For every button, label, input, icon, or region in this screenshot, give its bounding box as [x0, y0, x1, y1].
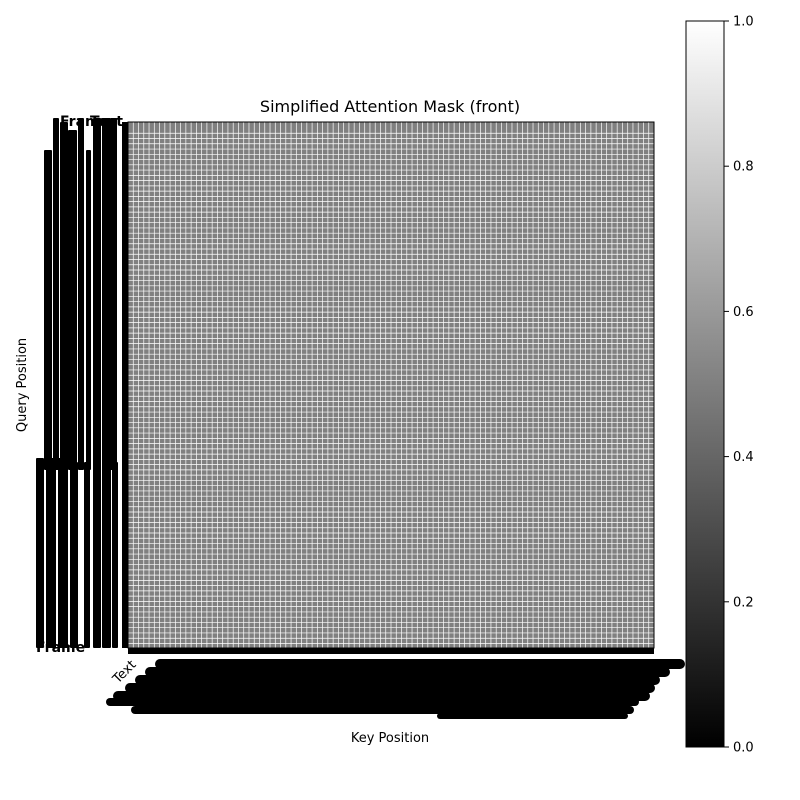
chart-title: Simplified Attention Mask (front)	[260, 97, 520, 116]
y-tick-label-block	[102, 118, 110, 470]
colorbar-gradient	[685, 20, 725, 748]
y-tick-label-block	[36, 458, 44, 648]
colorbar-tick-label: 0.6	[733, 305, 754, 320]
y-tick-label-mass	[36, 118, 126, 648]
y-tick-label-block	[122, 122, 126, 648]
x-tick-band	[128, 648, 654, 654]
y-tick-label-block	[93, 462, 101, 648]
y-tick-label-block	[86, 150, 91, 470]
y-tick-label-block	[60, 122, 68, 470]
heatmap	[127, 121, 655, 650]
x-tick-label-mass	[106, 659, 685, 719]
y-tick-label-block	[110, 118, 117, 470]
y-tick-label-block	[58, 458, 68, 648]
visible-tick-text-2: Frame	[60, 114, 109, 130]
colorbar-ticks: 0.0 0.2 0.4 0.6 0.8 1.0	[724, 15, 754, 756]
y-tick-label-block	[46, 458, 56, 648]
y-tick-label-block	[112, 462, 118, 648]
colorbar-tick-label: 0.0	[733, 741, 754, 756]
y-tick-label-block	[93, 118, 101, 470]
y-tick-label-block	[68, 130, 77, 470]
y-tick-label-block	[84, 462, 90, 648]
x-axis-label: Key Position	[351, 731, 429, 746]
visible-tick-text-1: Text	[90, 114, 123, 130]
colorbar-tick-label: 0.4	[733, 450, 754, 465]
colorbar-tick-label: 0.8	[733, 160, 754, 175]
y-tick-label-block	[53, 118, 59, 470]
y-tick-label-block	[102, 462, 111, 648]
colorbar-tick-label: 0.2	[733, 595, 754, 610]
y-tick-label-block	[78, 118, 84, 470]
colorbar: 0.0 0.2 0.4 0.6 0.8 1.0	[685, 15, 754, 756]
y-tick-label-block	[70, 462, 78, 648]
visible-tick-text-3: Frame	[36, 640, 85, 656]
colorbar-tick-label: 1.0	[733, 15, 754, 30]
y-tick-label-block	[44, 150, 52, 470]
y-axis-label: Query Position	[15, 338, 30, 432]
heatmap-grid	[128, 122, 654, 650]
x-tick-marks	[128, 648, 654, 654]
